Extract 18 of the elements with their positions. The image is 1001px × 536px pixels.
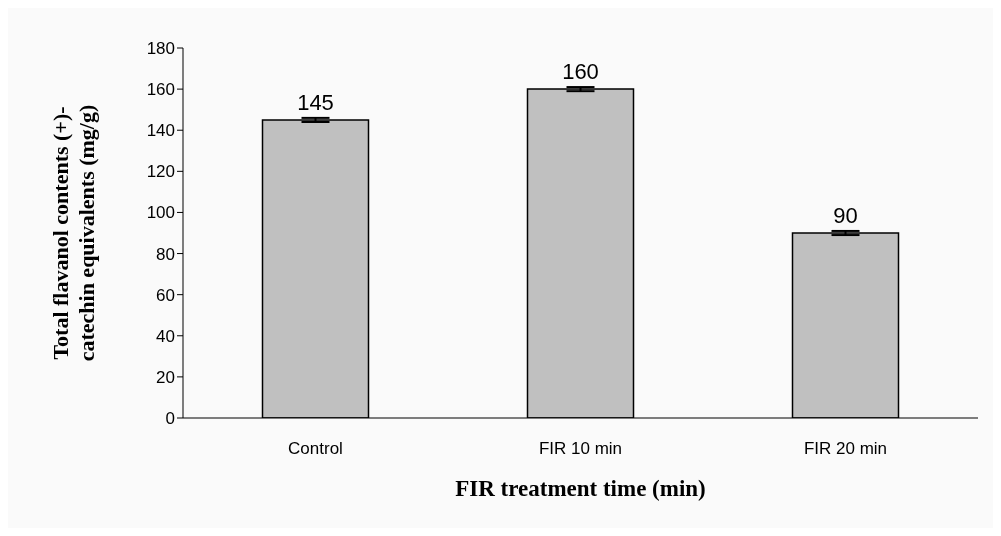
x-tick-label: FIR 10 min [538, 439, 623, 459]
data-label: 90 [833, 203, 858, 228]
y-tick-label: 60 [156, 285, 175, 305]
x-axis-title: FIR treatment time (min) [455, 476, 706, 501]
y-tick-label: 20 [156, 367, 175, 387]
y-tick-label: 100 [146, 203, 175, 223]
data-label: 145 [297, 89, 334, 115]
y-tick-label: 140 [146, 121, 175, 141]
y-tick-label: 80 [156, 244, 175, 264]
y-tick-label: 160 [146, 80, 175, 100]
data-label: 160 [562, 59, 599, 85]
y-axis-title: Total flavanol contents (+)- catechin equivalents (mg/g) [48, 104, 99, 362]
x-tick-label: FIR 20 min [803, 439, 888, 459]
y-tick-label: 40 [156, 326, 175, 346]
x-tick-label: Control [288, 439, 343, 459]
y-tick-label: 120 [146, 162, 175, 182]
y-tick-label: 180 [146, 39, 175, 59]
y-tick-label: 0 [165, 409, 175, 429]
